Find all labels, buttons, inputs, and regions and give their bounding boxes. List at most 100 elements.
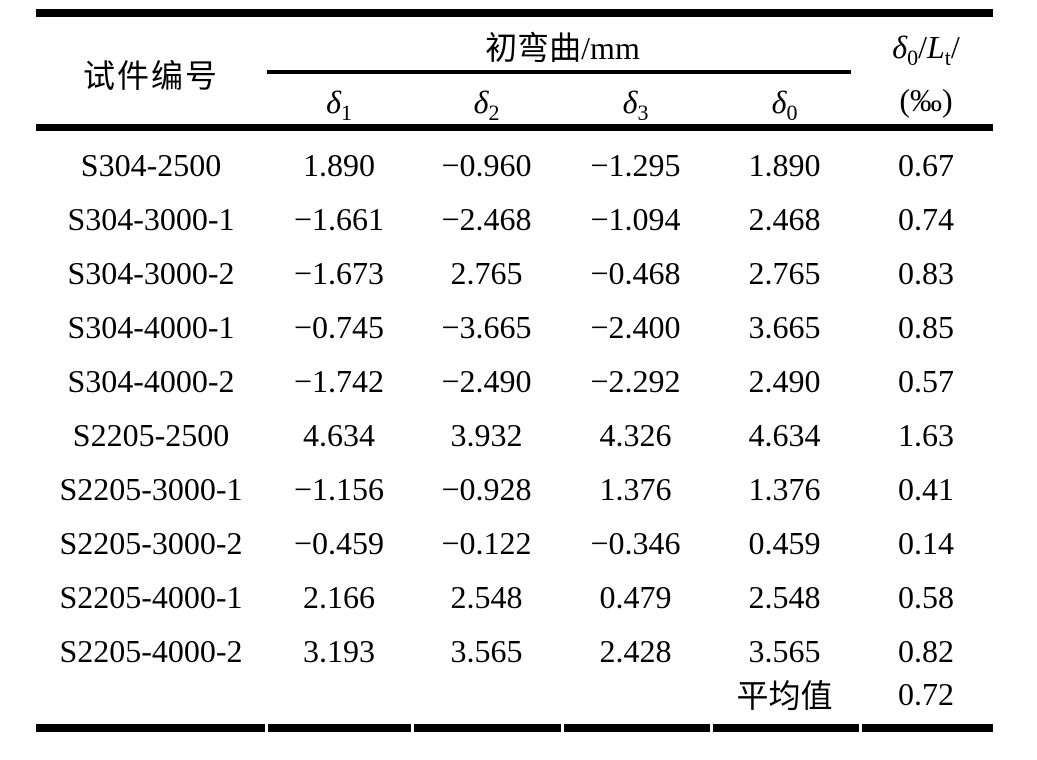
table-row: S2205-4000-2 3.193 3.565 2.428 3.565 0.8… [36, 617, 993, 671]
length-symbol: L [926, 29, 945, 65]
cell-specimen-id: S2205-2500 [72, 416, 230, 453]
subheader-delta-1: δ1 [266, 74, 412, 131]
cell-specimen-id: S2205-3000-1 [59, 470, 243, 507]
cell-delta-1: 3.193 [303, 632, 375, 669]
rule-notch [859, 724, 862, 732]
header-ratio-line2: (‰) [899, 82, 953, 118]
header-bottom-rule [36, 124, 993, 131]
cell-delta-3: −1.094 [590, 200, 681, 237]
header-ratio: δ0/Lt/ (‰) [859, 17, 993, 131]
cell-delta-1: 1.890 [303, 146, 375, 183]
cell-delta-2: −0.122 [441, 524, 532, 561]
delta-subscript: 0 [907, 45, 919, 70]
rule-notch [265, 724, 268, 732]
cell-delta-2: 3.565 [450, 632, 523, 669]
rule-notch [710, 724, 713, 732]
cell-delta-0: 0.459 [748, 524, 821, 561]
cell-delta-3: 1.376 [599, 470, 672, 507]
slash: / [918, 29, 927, 65]
cell-delta-1: −1.742 [293, 362, 385, 399]
delta-symbol: δ [473, 84, 489, 120]
cell-delta-2: −3.665 [441, 308, 532, 345]
cell-specimen-id: S2205-4000-2 [59, 632, 243, 669]
table-row: S304-4000-1 −0.745 −3.665 −2.400 3.665 0… [36, 293, 993, 347]
cell-delta-2: −2.468 [441, 200, 532, 237]
cell-delta-2: −0.928 [441, 470, 532, 507]
cell-delta-2: −2.490 [441, 362, 532, 399]
cell-ratio: 0.83 [898, 254, 954, 291]
cell-empty [266, 671, 412, 732]
cell-delta-2: 2.765 [450, 254, 523, 291]
header-initial-bending-group: 初弯曲/mm [485, 29, 640, 66]
cell-specimen-id: S304-4000-1 [67, 308, 235, 345]
cell-delta-3: 2.428 [599, 632, 672, 669]
average-value: 0.72 [898, 675, 954, 712]
cell-delta-1: −0.745 [293, 308, 385, 345]
slash: / [950, 29, 960, 65]
cell-delta-2: 2.548 [450, 578, 523, 615]
cell-delta-0: 2.490 [748, 362, 821, 399]
table-row: S304-3000-2 −1.673 2.765 −0.468 2.765 0.… [36, 239, 993, 293]
cell-specimen-id: S304-3000-2 [67, 254, 235, 291]
cell-specimen-id: S304-4000-2 [67, 362, 235, 399]
cell-delta-1: −1.156 [293, 470, 385, 507]
cell-ratio: 0.82 [898, 632, 954, 669]
header-ratio-line1: δ0/Lt/ [859, 21, 993, 74]
rule-notch [411, 724, 414, 732]
cell-ratio: 0.57 [898, 362, 954, 399]
cell-delta-3: −0.346 [590, 524, 681, 561]
table-row: S2205-4000-1 2.166 2.548 0.479 2.548 0.5… [36, 563, 993, 617]
cell-empty [412, 671, 561, 732]
cell-delta-0: 1.890 [748, 146, 821, 183]
cell-empty [36, 671, 266, 732]
cell-specimen-id: S2205-4000-1 [59, 578, 243, 615]
delta-subscript: 3 [637, 100, 649, 125]
table-row: S304-3000-1 −1.661 −2.468 −1.094 2.468 0… [36, 185, 993, 239]
cell-delta-0: 3.665 [748, 308, 821, 345]
cell-delta-0: 3.565 [748, 632, 821, 669]
cell-specimen-id: S2205-3000-2 [59, 524, 243, 561]
subheader-delta-3: δ3 [561, 74, 710, 131]
cell-delta-3: 4.326 [599, 416, 672, 453]
cell-specimen-id: S304-2500 [80, 146, 222, 183]
average-row: 平均值 0.72 [36, 671, 993, 732]
cell-delta-0: 1.376 [748, 470, 821, 507]
cell-delta-2: 3.932 [450, 416, 523, 453]
delta-symbol: δ [622, 84, 638, 120]
rule-notch [561, 724, 564, 732]
table-row: S304-2500 1.890 −0.960 −1.295 1.890 0.67 [36, 131, 993, 185]
cell-delta-1: 2.166 [303, 578, 375, 615]
delta-subscript: 2 [488, 100, 500, 125]
subheader-delta-0: δ0 [710, 74, 859, 131]
average-label: 平均值 [736, 678, 833, 714]
cell-delta-3: −1.295 [590, 146, 681, 183]
table-top-rule [36, 9, 993, 17]
cell-delta-0: 2.548 [748, 578, 821, 615]
cell-ratio: 0.41 [898, 470, 954, 507]
cell-delta-3: −2.400 [590, 308, 681, 345]
cell-delta-3: 0.479 [599, 578, 672, 615]
cell-ratio: 0.67 [898, 146, 954, 183]
delta-subscript: 0 [786, 100, 798, 125]
cell-delta-3: −0.468 [590, 254, 681, 291]
cell-delta-0: 2.468 [748, 200, 821, 237]
cell-delta-0: 4.634 [748, 416, 821, 453]
cell-delta-1: −1.661 [293, 200, 385, 237]
cell-delta-1: −0.459 [293, 524, 385, 561]
delta-symbol: δ [892, 29, 908, 65]
cell-ratio: 1.63 [898, 416, 954, 453]
cell-delta-0: 2.765 [748, 254, 821, 291]
cell-specimen-id: S304-3000-1 [67, 200, 235, 237]
table-row: S304-4000-2 −1.742 −2.490 −2.292 2.490 0… [36, 347, 993, 401]
cell-empty [561, 671, 710, 732]
specimen-initial-bending-table: 试件编号 初弯曲/mm δ0/Lt/ (‰) δ1 δ2 δ3 δ0 S304-… [36, 17, 993, 732]
cell-ratio: 0.85 [898, 308, 954, 345]
delta-symbol: δ [326, 84, 341, 120]
table-row: S2205-3000-1 −1.156 −0.928 1.376 1.376 0… [36, 455, 993, 509]
cell-ratio: 0.58 [898, 578, 954, 615]
cell-delta-3: −2.292 [590, 362, 681, 399]
cell-delta-1: −1.673 [293, 254, 385, 291]
cell-delta-2: −0.960 [441, 146, 532, 183]
length-subscript: t [944, 45, 951, 70]
